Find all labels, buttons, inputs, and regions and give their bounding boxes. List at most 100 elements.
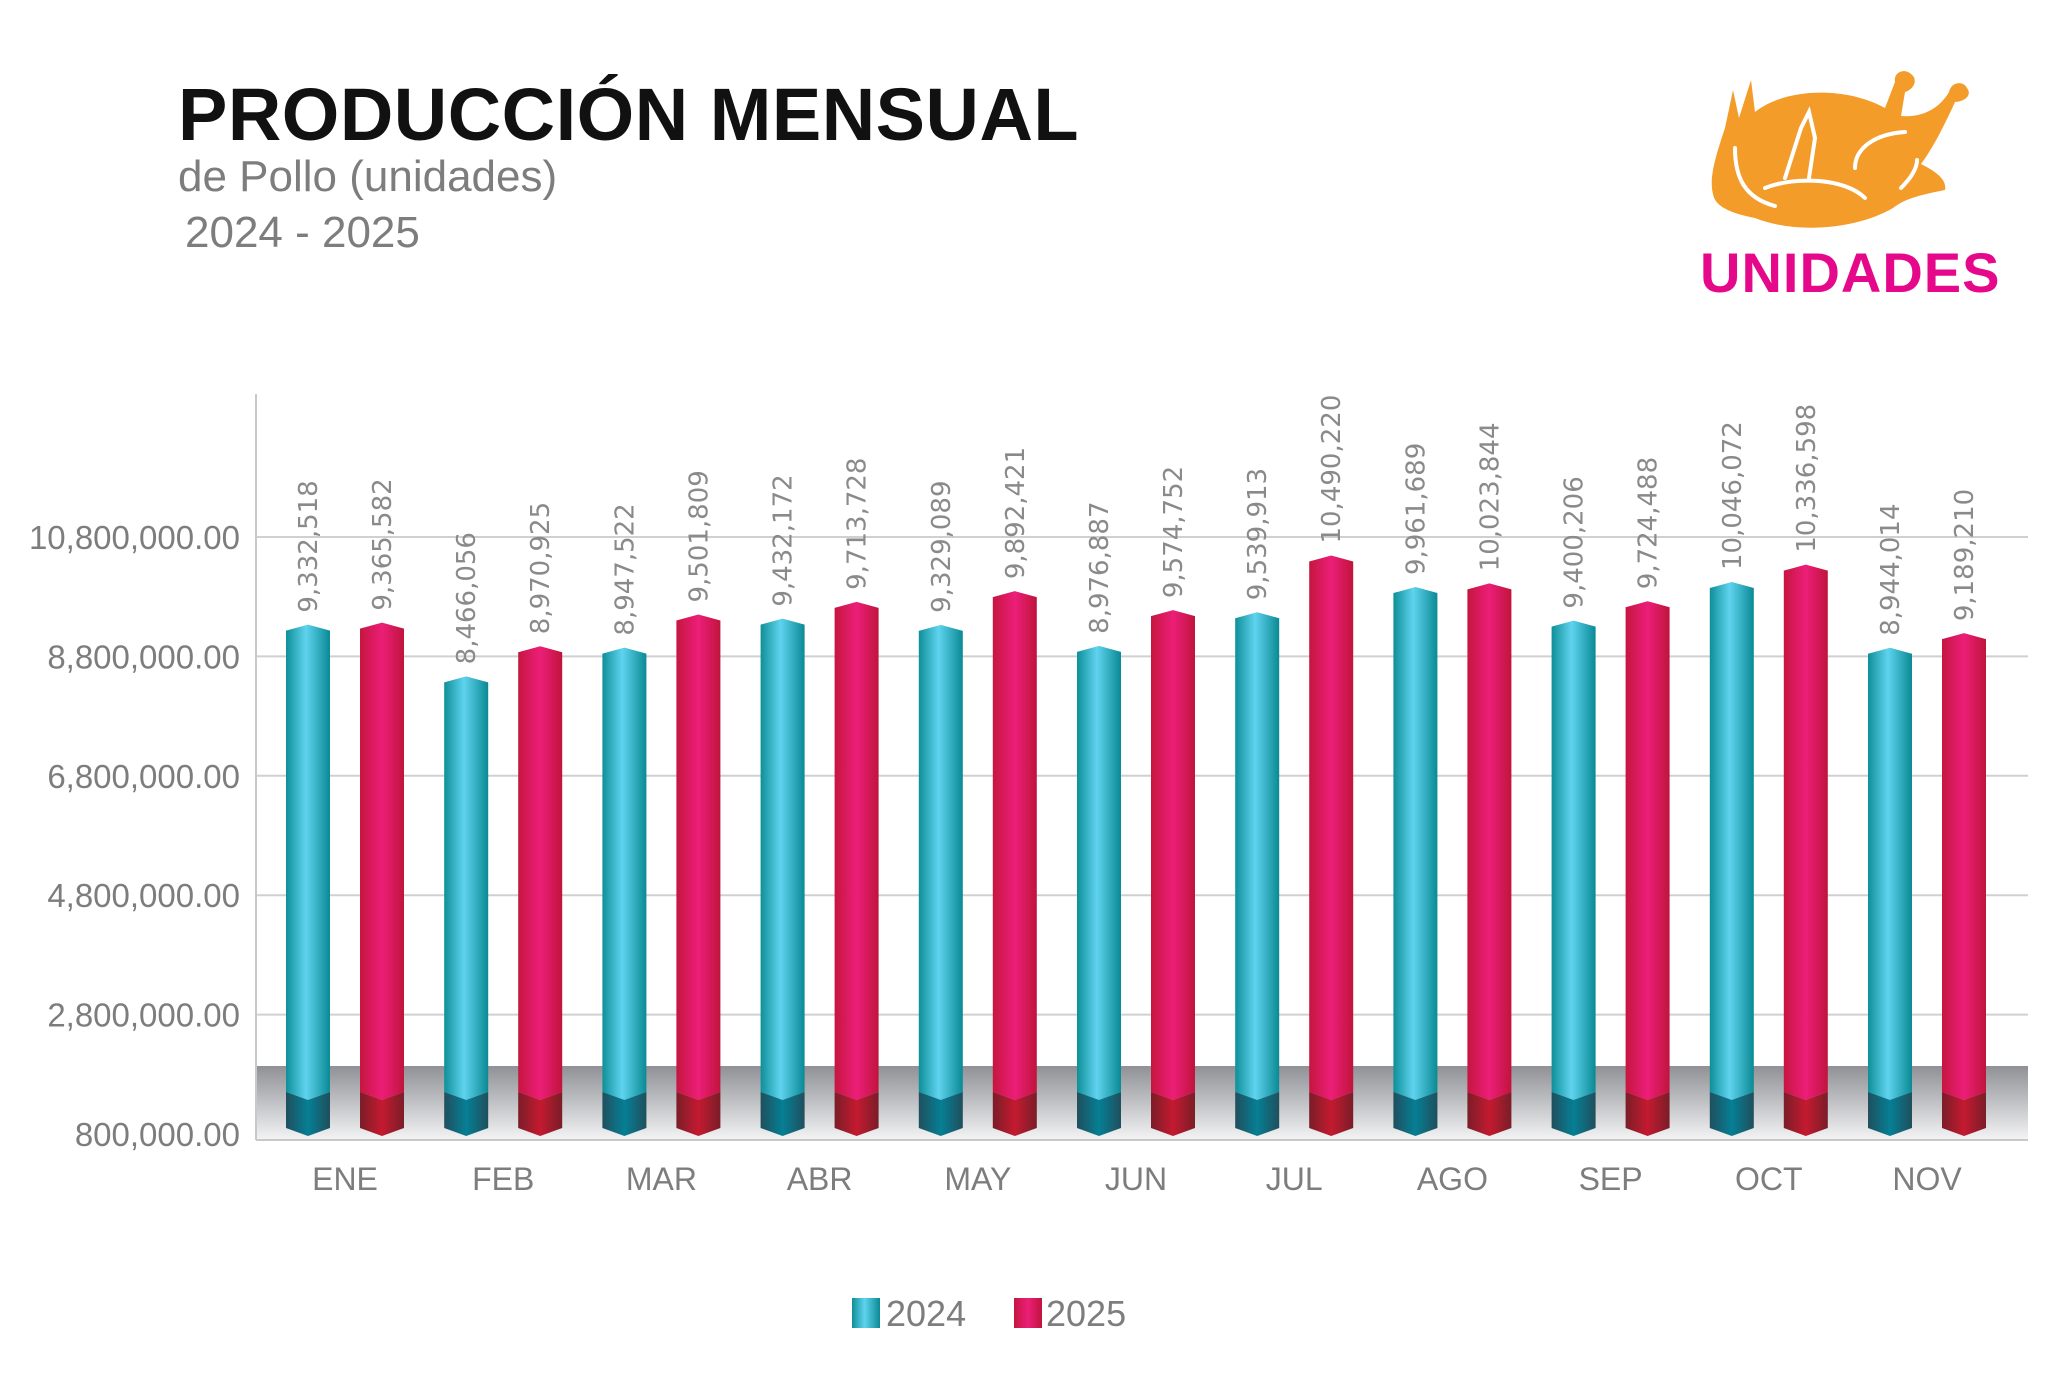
bar-base <box>1625 1092 1670 1136</box>
chart-subtitle: de Pollo (unidades) <box>178 152 558 201</box>
bar-2025-JUL: 10,490,220 <box>1309 395 1354 1136</box>
bar-2025-JUN: 9,574,752 <box>1151 466 1195 1136</box>
bar-body <box>444 676 489 1100</box>
bar-base <box>1868 1092 1912 1136</box>
chart-years: 2024 - 2025 <box>185 208 420 257</box>
data-label: 8,976,887 <box>1085 502 1115 634</box>
bar-base <box>676 1092 721 1136</box>
data-label: 8,466,056 <box>452 532 482 664</box>
data-label: 9,961,689 <box>1401 443 1431 575</box>
bar-2025-ABR: 9,713,728 <box>834 458 879 1136</box>
bar-body <box>518 646 563 1100</box>
bar-2024-MAR: 8,947,522 <box>602 503 647 1136</box>
bar-base <box>444 1092 489 1136</box>
data-label: 10,490,220 <box>1317 395 1347 544</box>
x-tick-label: OCT <box>1735 1161 1803 1197</box>
roast-chicken-icon <box>1711 71 1969 228</box>
x-tick-label: JUN <box>1105 1161 1167 1197</box>
x-tick-label: MAR <box>626 1161 697 1197</box>
bar-body <box>918 624 963 1100</box>
bar-base <box>918 1092 963 1136</box>
bar-base <box>1235 1092 1280 1136</box>
bar-body <box>1709 582 1754 1100</box>
unit-label: UNIDADES <box>1700 241 2001 304</box>
bar-body <box>1151 610 1195 1100</box>
data-label: 10,023,844 <box>1475 422 1505 571</box>
bar-body <box>602 647 647 1100</box>
bar-2024-AGO: 9,961,689 <box>1393 443 1438 1136</box>
legend-label-2024: 2024 <box>886 1293 966 1334</box>
x-tick-label: NOV <box>1892 1161 1962 1197</box>
data-label: 9,432,172 <box>769 474 799 606</box>
data-label: 10,046,072 <box>1718 421 1748 570</box>
bar-body <box>1393 587 1438 1100</box>
bar-body <box>1467 583 1512 1100</box>
bar-2025-MAY: 9,892,421 <box>992 447 1037 1136</box>
legend-label-2025: 2025 <box>1046 1293 1126 1334</box>
data-label: 8,947,522 <box>610 503 640 635</box>
legend: 2024 2025 <box>852 1293 1126 1334</box>
y-tick-label: 6,800,000.00 <box>47 758 240 795</box>
y-tick-label: 4,800,000.00 <box>47 877 240 914</box>
bar-body <box>1783 564 1828 1100</box>
bar-base <box>834 1092 879 1136</box>
data-label: 9,332,518 <box>294 480 324 612</box>
legend-swatch-2024 <box>852 1298 880 1328</box>
x-tick-label: SEP <box>1579 1161 1643 1197</box>
data-label: 9,365,582 <box>368 478 398 610</box>
data-label: 9,329,089 <box>927 480 957 612</box>
data-label: 9,539,913 <box>1243 468 1273 600</box>
bar-2024-MAY: 9,329,089 <box>918 480 963 1136</box>
bar-body <box>1077 645 1121 1100</box>
bar-body <box>1551 620 1596 1100</box>
data-label: 9,501,809 <box>684 470 714 602</box>
bar-base <box>1151 1092 1195 1136</box>
bar-body <box>360 622 404 1100</box>
bar-base <box>602 1092 647 1136</box>
x-tick-label: FEB <box>472 1161 534 1197</box>
bar-2024-JUL: 9,539,913 <box>1235 468 1280 1136</box>
data-label: 9,713,728 <box>843 458 873 590</box>
y-tick-label: 2,800,000.00 <box>47 997 240 1034</box>
bar-body <box>1942 633 1986 1100</box>
bar-base <box>992 1092 1037 1136</box>
bar-body <box>286 624 330 1100</box>
x-tick-label: ABR <box>787 1161 853 1197</box>
data-label: 8,970,925 <box>526 502 556 634</box>
bar-base <box>1942 1092 1986 1136</box>
data-label: 8,944,014 <box>1876 503 1906 635</box>
bar-base <box>1783 1092 1828 1136</box>
bar-base <box>1393 1092 1438 1136</box>
bar-base <box>1551 1092 1596 1136</box>
bar-body <box>1235 612 1280 1100</box>
bar-2025-SEP: 9,724,488 <box>1625 457 1670 1136</box>
y-tick-label: 8,800,000.00 <box>47 638 240 675</box>
bar-2024-ENE: 9,332,518 <box>286 480 330 1136</box>
data-label: 9,892,421 <box>1001 447 1031 579</box>
bar-body <box>1868 647 1912 1100</box>
bar-base <box>760 1092 805 1136</box>
bar-body <box>992 591 1037 1100</box>
bar-body <box>834 601 879 1100</box>
bar-base <box>1709 1092 1754 1136</box>
data-label: 9,574,752 <box>1159 466 1189 598</box>
bar-2024-SEP: 9,400,206 <box>1551 476 1596 1136</box>
bar-2025-ENE: 9,365,582 <box>360 478 404 1136</box>
data-label: 9,189,210 <box>1950 489 1980 621</box>
x-tick-label: MAY <box>944 1161 1011 1197</box>
bar-2024-ABR: 9,432,172 <box>760 474 805 1136</box>
bar-body <box>676 614 721 1100</box>
data-label: 10,336,598 <box>1792 404 1822 553</box>
chart-title: PRODUCCIÓN MENSUAL <box>178 73 1080 156</box>
bar-body <box>1309 555 1354 1100</box>
bar-base <box>1077 1092 1121 1136</box>
legend-swatch-2025 <box>1014 1298 1042 1328</box>
bar-base <box>518 1092 563 1136</box>
x-tick-label: AGO <box>1417 1161 1488 1197</box>
bar-2025-AGO: 10,023,844 <box>1467 422 1512 1136</box>
y-tick-label: 10,800,000.00 <box>29 519 240 556</box>
bar-2025-OCT: 10,336,598 <box>1783 404 1828 1136</box>
x-tick-label: ENE <box>312 1161 378 1197</box>
bar-base <box>1467 1092 1512 1136</box>
